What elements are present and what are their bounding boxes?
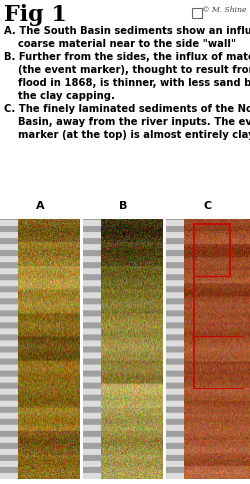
Text: A: A [36, 201, 44, 211]
Bar [192, 8, 202, 18]
Text: B: B [119, 201, 127, 211]
Text: © M. Shine: © M. Shine [202, 6, 246, 14]
Text: A. The South Basin sediments show an influx of
    coarse material near to the s: A. The South Basin sediments show an inf… [4, 26, 250, 140]
Text: C: C [204, 201, 212, 211]
Text: Fig 1: Fig 1 [4, 4, 67, 26]
